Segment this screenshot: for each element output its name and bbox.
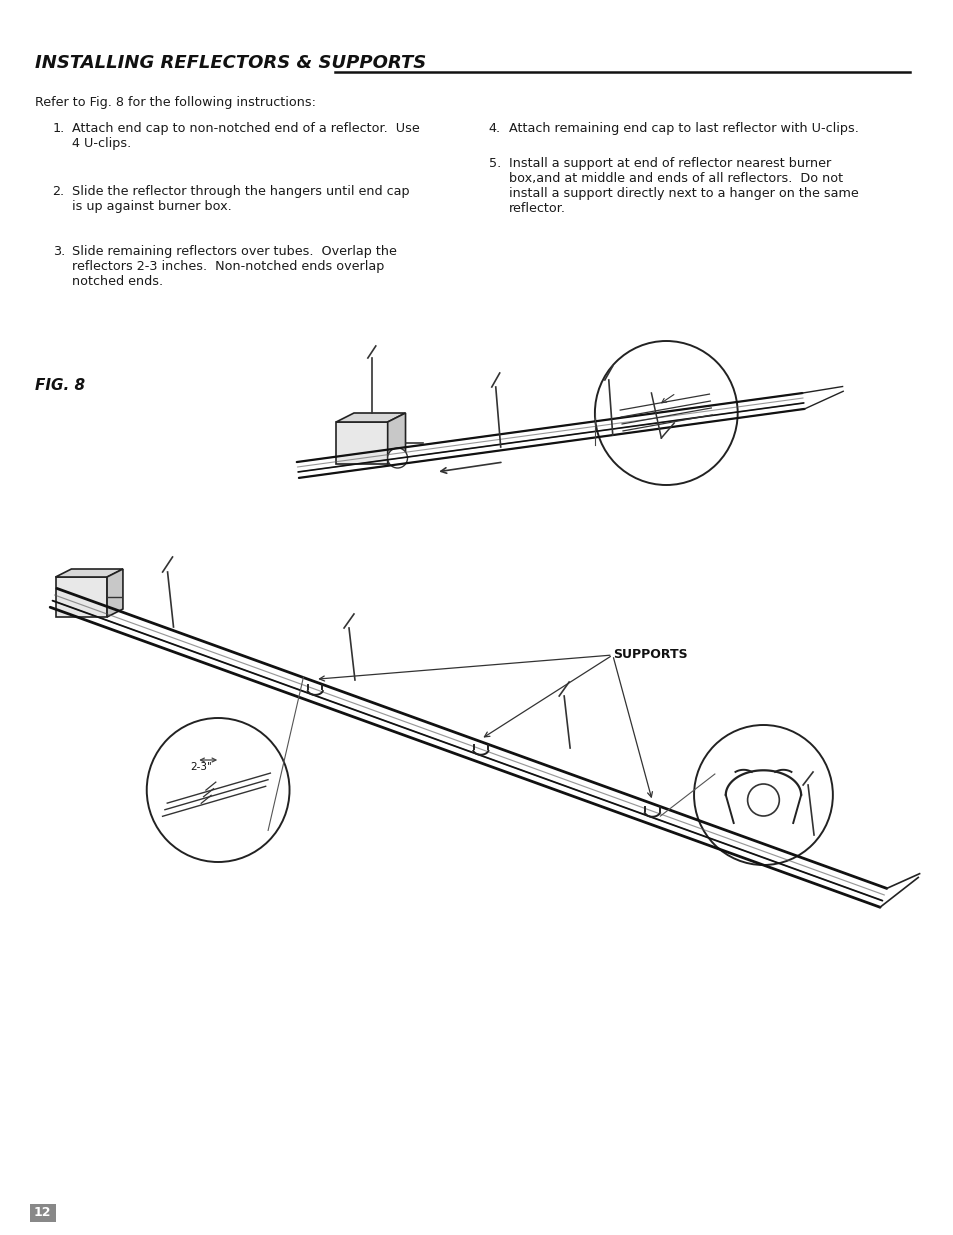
Text: FIG. 8: FIG. 8 xyxy=(34,378,85,393)
Circle shape xyxy=(747,784,779,816)
Text: 4.: 4. xyxy=(488,122,500,135)
FancyBboxPatch shape xyxy=(30,1204,55,1221)
Text: INSTALLING REFLECTORS & SUPPORTS: INSTALLING REFLECTORS & SUPPORTS xyxy=(34,54,425,72)
Text: 12: 12 xyxy=(34,1207,51,1219)
Circle shape xyxy=(595,341,737,485)
Polygon shape xyxy=(387,412,405,464)
Circle shape xyxy=(694,725,832,864)
Text: 5.: 5. xyxy=(488,157,500,170)
Polygon shape xyxy=(55,569,123,577)
Text: 2.: 2. xyxy=(52,185,65,198)
Polygon shape xyxy=(107,569,123,618)
Text: SUPPORTS: SUPPORTS xyxy=(612,648,687,662)
Polygon shape xyxy=(335,412,405,422)
Text: 1.: 1. xyxy=(52,122,65,135)
Polygon shape xyxy=(55,577,107,618)
Text: Attach remaining end cap to last reflector with U-clips.: Attach remaining end cap to last reflect… xyxy=(508,122,858,135)
Circle shape xyxy=(147,718,289,862)
Text: Refer to Fig. 8 for the following instructions:: Refer to Fig. 8 for the following instru… xyxy=(34,96,315,109)
Text: Slide remaining reflectors over tubes.  Overlap the
reflectors 2-3 inches.  Non-: Slide remaining reflectors over tubes. O… xyxy=(72,245,396,288)
Text: Attach end cap to non-notched end of a reflector.  Use
4 U-clips.: Attach end cap to non-notched end of a r… xyxy=(72,122,419,149)
Text: 2-3": 2-3" xyxy=(191,762,212,772)
Circle shape xyxy=(387,448,407,468)
Text: Slide the reflector through the hangers until end cap
is up against burner box.: Slide the reflector through the hangers … xyxy=(72,185,410,212)
Polygon shape xyxy=(335,422,387,464)
Text: 3.: 3. xyxy=(52,245,65,258)
Text: Install a support at end of reflector nearest burner
box,and at middle and ends : Install a support at end of reflector ne… xyxy=(508,157,858,215)
